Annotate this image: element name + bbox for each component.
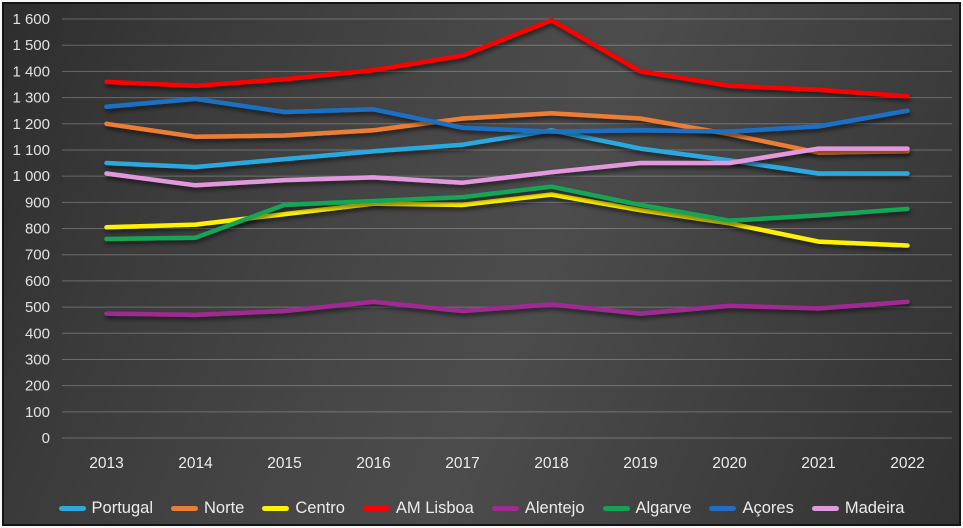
x-tick-label-2015: 2015 — [267, 455, 301, 472]
y-tick-label: 1 400 — [12, 63, 50, 80]
legend-item-Centro: Centro — [262, 499, 345, 518]
x-axis-category-labels: 2013 2014 2015 2016 2017 2018 2019 2020 2021 2022 — [89, 455, 924, 472]
y-tick-label: 100 — [25, 404, 50, 421]
y-tick-label: 400 — [25, 325, 50, 342]
y-tick-label: 1 300 — [12, 90, 50, 107]
legend-swatch-icon — [362, 506, 390, 511]
series-line-Algarve — [104, 184, 910, 242]
legend-item-Madeira: Madeira — [811, 499, 905, 518]
chart-legend: Portugal Norte Centro AM Lisboa Alentejo Alga… — [2, 499, 961, 518]
y-tick-label: 1 200 — [12, 116, 50, 133]
legend-item-Norte: Norte — [171, 499, 244, 518]
legend-item-AM Lisboa: AM Lisboa — [362, 499, 474, 518]
legend-swatch-icon — [58, 506, 86, 511]
legend-swatch-icon — [171, 506, 199, 511]
series-line-AM Lisboa — [104, 18, 910, 99]
y-tick-label: 1 100 — [12, 142, 50, 159]
gridlines — [62, 18, 952, 439]
legend-label: Madeira — [844, 499, 905, 517]
legend-label: Centro — [295, 499, 345, 517]
y-tick-label: 1 000 — [12, 168, 50, 185]
series-lines — [104, 18, 910, 318]
legend-label: Alentejo — [524, 499, 585, 517]
legend-swatch-icon — [262, 506, 290, 511]
x-tick-label-2014: 2014 — [178, 455, 213, 472]
y-tick-label: 800 — [25, 221, 50, 238]
y-axis-tick-labels: 0 100 200 300 400 500 600 700 800 900 1 000 1 100 1 … — [12, 11, 50, 447]
series-line-Alentejo — [104, 299, 910, 318]
legend-swatch-icon — [811, 506, 839, 511]
x-tick-label-2018: 2018 — [534, 455, 568, 472]
x-tick-label-2017: 2017 — [445, 455, 479, 472]
y-tick-label: 600 — [25, 273, 50, 290]
x-tick-label-2019: 2019 — [623, 455, 657, 472]
legend-label: Portugal — [91, 499, 154, 517]
legend-swatch-icon — [602, 506, 630, 511]
legend-swatch-icon — [709, 506, 737, 511]
legend-item-Alentejo: Alentejo — [491, 499, 585, 518]
y-tick-label: 300 — [25, 351, 50, 368]
y-tick-label: 1 500 — [12, 37, 50, 54]
x-tick-label-2022: 2022 — [890, 455, 924, 472]
y-tick-label: 0 — [42, 430, 50, 447]
y-tick-label: 1 600 — [12, 11, 50, 28]
x-tick-label-2020: 2020 — [712, 455, 747, 472]
legend-swatch-icon — [491, 506, 519, 511]
legend-item-Açores: Açores — [709, 499, 794, 518]
x-tick-label-2016: 2016 — [356, 455, 390, 472]
x-tick-label-2021: 2021 — [801, 455, 835, 472]
legend-label: Açores — [742, 499, 794, 517]
y-tick-label: 200 — [25, 378, 50, 395]
series-line-Açores — [104, 96, 910, 134]
legend-label: Algarve — [635, 499, 692, 517]
legend-item-Portugal: Portugal — [58, 499, 154, 518]
y-tick-label: 700 — [25, 247, 50, 264]
legend-label: AM Lisboa — [395, 499, 474, 517]
series-line-Portugal — [104, 128, 910, 176]
y-tick-label: 500 — [25, 299, 50, 316]
series-line-Norte — [104, 111, 910, 155]
y-tick-label: 900 — [25, 194, 50, 211]
legend-label: Norte — [204, 499, 245, 517]
legend-item-Algarve: Algarve — [602, 499, 692, 518]
x-tick-label-2013: 2013 — [89, 455, 123, 472]
series-line-Madeira — [104, 146, 910, 188]
